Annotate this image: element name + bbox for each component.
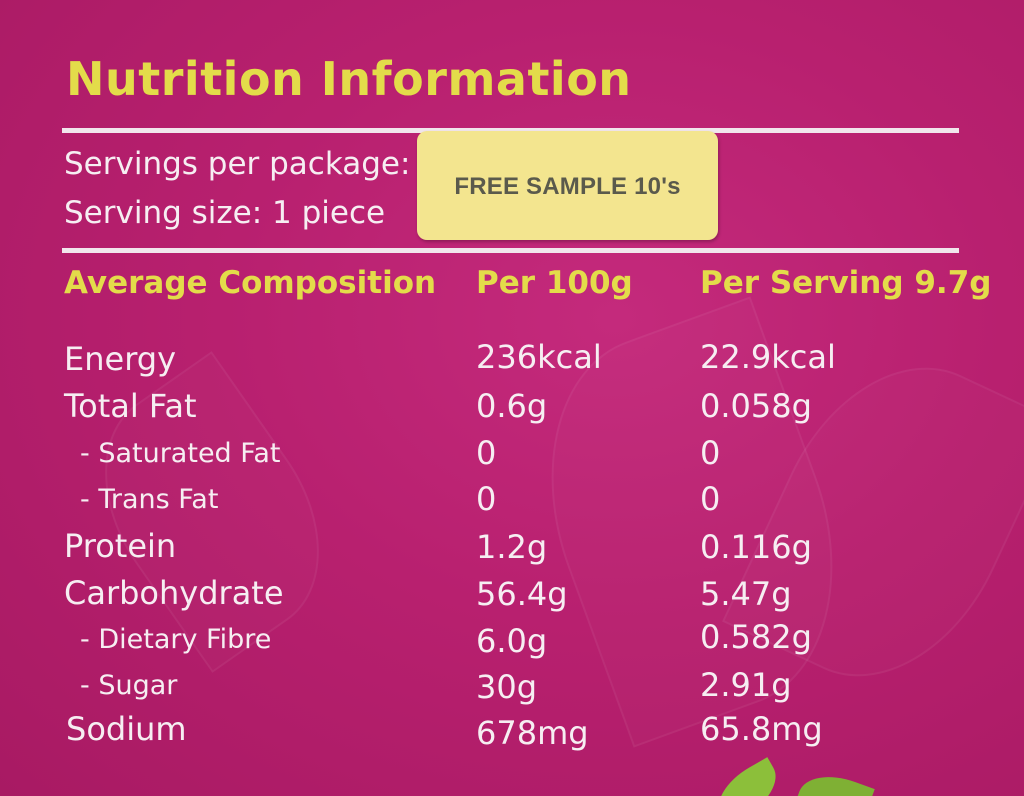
row-label-energy: Energy xyxy=(64,340,177,378)
row-serving-total-fat: 0.058g xyxy=(700,387,812,425)
row-serving-protein: 0.116g xyxy=(700,528,812,566)
row-label-carbohydrate: Carbohydrate xyxy=(64,574,284,612)
row-per100-carbohydrate: 56.4g xyxy=(476,575,568,613)
leaf-decoration xyxy=(706,757,788,796)
row-label-total-fat: Total Fat xyxy=(64,387,197,425)
row-serving-saturated-fat: 0 xyxy=(700,434,721,472)
row-serving-dietary-fibre: 0.582g xyxy=(700,618,812,656)
free-sample-sticker: FREE SAMPLE 10's xyxy=(417,131,718,240)
row-per100-protein: 1.2g xyxy=(476,528,548,566)
divider-top xyxy=(62,128,959,133)
row-label-trans-fat: - Trans Fat xyxy=(80,484,219,515)
row-serving-energy: 22.9kcal xyxy=(700,338,836,376)
sticker-text: FREE SAMPLE 10's xyxy=(454,172,681,200)
header-per-serving: Per Serving 9.7g xyxy=(700,265,992,301)
row-label-dietary-fibre: - Dietary Fibre xyxy=(80,624,272,655)
servings-per-package: Servings per package: xyxy=(64,146,411,182)
row-label-sugar: - Sugar xyxy=(80,670,178,701)
row-label-saturated-fat: - Saturated Fat xyxy=(80,438,281,469)
row-per100-sodium: 678mg xyxy=(476,714,589,752)
page-title: Nutrition Information xyxy=(66,52,632,106)
row-serving-sugar: 2.91g xyxy=(700,666,792,704)
row-per100-trans-fat: 0 xyxy=(476,480,497,518)
header-average-composition: Average Composition xyxy=(64,265,437,301)
serving-size: Serving size: 1 piece xyxy=(64,195,386,231)
row-per100-dietary-fibre: 6.0g xyxy=(476,622,548,660)
row-per100-total-fat: 0.6g xyxy=(476,387,548,425)
row-per100-sugar: 30g xyxy=(476,668,538,706)
row-serving-sodium: 65.8mg xyxy=(700,710,823,748)
row-label-sodium: Sodium xyxy=(66,710,187,748)
row-label-protein: Protein xyxy=(64,527,177,565)
row-per100-energy: 236kcal xyxy=(476,338,602,376)
leaf-decoration xyxy=(795,765,875,796)
header-per-100g: Per 100g xyxy=(476,265,633,301)
row-serving-carbohydrate: 5.47g xyxy=(700,575,792,613)
row-serving-trans-fat: 0 xyxy=(700,480,721,518)
divider-middle xyxy=(62,248,959,253)
row-per100-saturated-fat: 0 xyxy=(476,434,497,472)
